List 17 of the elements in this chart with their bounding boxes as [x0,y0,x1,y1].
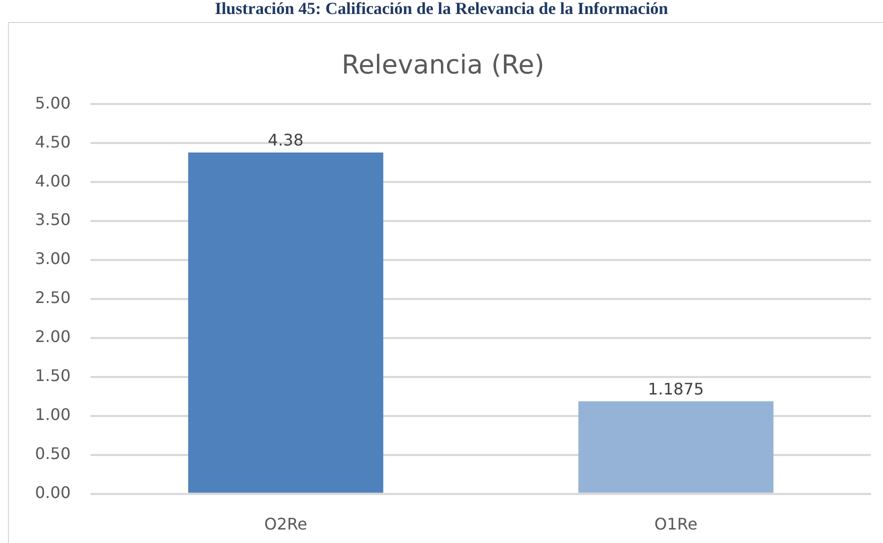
y-tick-label: 5.00 [35,93,71,112]
y-tick-label: 0.00 [35,482,71,502]
text: Ilustración 45: Calificación de la Relevancia de la Información [214,0,670,18]
data-label: 1.1875 [648,379,704,398]
y-tick-label: 4.50 [35,132,71,152]
y-tick-label: 1.00 [35,405,71,424]
chart-title: Relevancia (Re) [342,50,544,80]
x-tick-label: O2Re [264,514,308,534]
data-label: 4.38 [268,130,304,150]
y-tick-label: 0.50 [35,444,71,463]
y-tick-label: 1.50 [35,366,71,386]
x-tick-label: O1Re [654,514,698,534]
y-tick-label: 2.00 [35,327,71,346]
y-tick-label: 2.50 [35,288,71,308]
y-tick-label: 3.00 [35,249,71,268]
y-tick-label: 4.00 [35,171,71,190]
y-tick-label: 3.50 [35,210,71,230]
